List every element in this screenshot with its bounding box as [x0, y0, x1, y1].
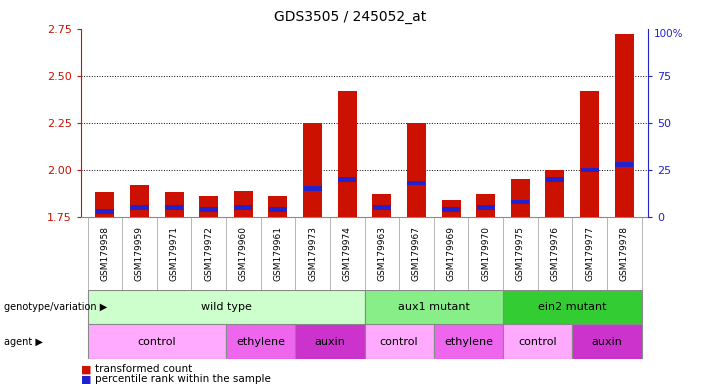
Text: percentile rank within the sample: percentile rank within the sample: [95, 374, 271, 384]
Text: GSM179972: GSM179972: [204, 226, 213, 281]
Bar: [234, 205, 252, 210]
Text: GSM179967: GSM179967: [412, 226, 421, 281]
Bar: [503, 290, 641, 324]
Text: wild type: wild type: [200, 302, 252, 312]
Text: ein2 mutant: ein2 mutant: [538, 302, 606, 312]
Text: GSM179959: GSM179959: [135, 226, 144, 281]
Text: GSM179978: GSM179978: [620, 226, 629, 281]
Text: transformed count: transformed count: [95, 364, 192, 374]
Text: GSM179963: GSM179963: [377, 226, 386, 281]
Bar: [511, 200, 529, 204]
Bar: [572, 324, 641, 359]
Text: GSM179977: GSM179977: [585, 226, 594, 281]
Text: GSM179970: GSM179970: [481, 226, 490, 281]
Bar: [304, 186, 322, 191]
Bar: [338, 91, 357, 217]
Text: GSM179961: GSM179961: [273, 226, 283, 281]
Text: genotype/variation ▶: genotype/variation ▶: [4, 302, 107, 312]
Text: aux1 mutant: aux1 mutant: [398, 302, 470, 312]
Text: ■: ■: [81, 364, 91, 374]
Bar: [88, 324, 226, 359]
Bar: [268, 196, 287, 217]
Text: 100%: 100%: [654, 29, 683, 39]
Text: ethylene: ethylene: [236, 337, 285, 347]
Bar: [434, 324, 503, 359]
Bar: [546, 177, 564, 182]
Bar: [226, 324, 295, 359]
Bar: [199, 196, 218, 217]
Text: GSM179974: GSM179974: [343, 226, 352, 281]
Text: ethylene: ethylene: [444, 337, 493, 347]
Text: auxin: auxin: [315, 337, 346, 347]
Text: GSM179960: GSM179960: [239, 226, 248, 281]
Bar: [476, 194, 495, 217]
Bar: [373, 205, 391, 210]
Text: control: control: [380, 337, 418, 347]
Bar: [580, 91, 599, 217]
Bar: [503, 324, 572, 359]
Text: GDS3505 / 245052_at: GDS3505 / 245052_at: [274, 10, 427, 23]
Text: agent ▶: agent ▶: [4, 337, 42, 347]
Bar: [295, 324, 365, 359]
Text: control: control: [518, 337, 557, 347]
Bar: [407, 181, 426, 185]
Bar: [303, 123, 322, 217]
Bar: [511, 179, 530, 217]
Bar: [130, 185, 149, 217]
Text: GSM179973: GSM179973: [308, 226, 317, 281]
Bar: [88, 290, 365, 324]
Bar: [545, 170, 564, 217]
Bar: [365, 290, 503, 324]
Text: control: control: [137, 337, 176, 347]
Text: auxin: auxin: [592, 337, 622, 347]
Bar: [95, 192, 114, 217]
Bar: [130, 205, 149, 210]
Bar: [477, 205, 495, 210]
Bar: [338, 177, 356, 182]
Bar: [269, 207, 287, 212]
Bar: [234, 190, 253, 217]
Bar: [442, 200, 461, 217]
Bar: [165, 192, 184, 217]
Text: GSM179975: GSM179975: [516, 226, 525, 281]
Bar: [580, 167, 599, 172]
Text: ■: ■: [81, 374, 91, 384]
Bar: [442, 207, 460, 212]
Text: GSM179971: GSM179971: [170, 226, 179, 281]
Text: GSM179958: GSM179958: [100, 226, 109, 281]
Bar: [615, 35, 634, 217]
Bar: [200, 207, 218, 212]
Bar: [407, 123, 426, 217]
Text: GSM179976: GSM179976: [550, 226, 559, 281]
Bar: [365, 324, 434, 359]
Text: GSM179969: GSM179969: [447, 226, 456, 281]
Bar: [615, 162, 633, 167]
Bar: [372, 194, 391, 217]
Bar: [96, 209, 114, 214]
Bar: [165, 205, 183, 210]
